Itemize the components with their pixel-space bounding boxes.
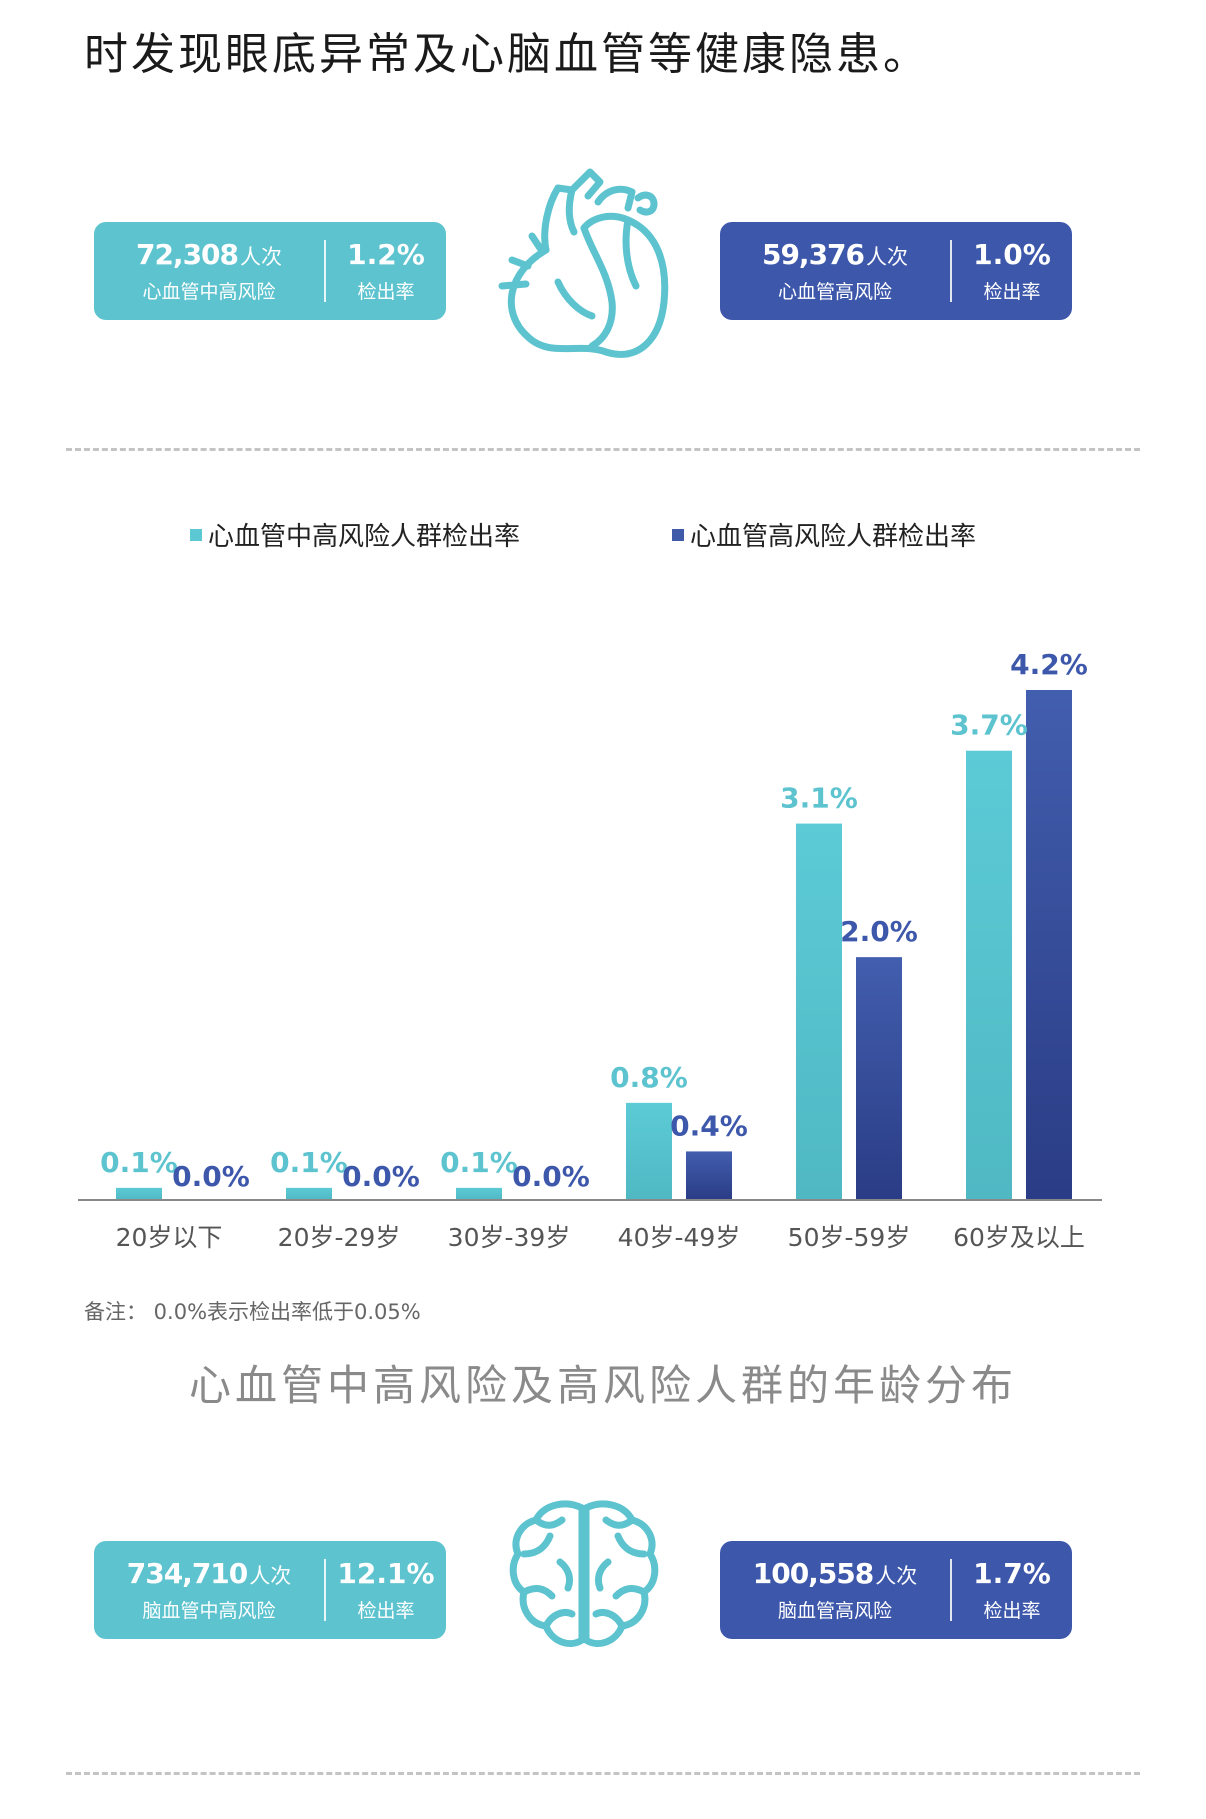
x-tick-label: 50岁-59岁 xyxy=(788,1223,911,1252)
age-distribution-chart: 0.1%0.0%20岁以下0.1%0.0%20岁-29岁0.1%0.0%30岁-… xyxy=(78,648,1102,1252)
heart-icon xyxy=(498,168,669,358)
bar-mid-high-3 xyxy=(626,1102,672,1200)
bar-mid-high-0 xyxy=(116,1187,162,1200)
brain-mid-high-risk-card: 734,710 人次 脑血管中高风险 12.1% 检出率 xyxy=(94,1541,446,1639)
bar-value-label: 0.0% xyxy=(342,1160,420,1193)
bar-high-3 xyxy=(686,1151,732,1200)
stat-label: 心血管高风险 xyxy=(777,281,892,303)
bar-value-label: 0.1% xyxy=(440,1146,518,1179)
stat-divider xyxy=(950,240,952,302)
stat-count: 734,710 xyxy=(126,1557,249,1590)
x-tick-label: 30岁-39岁 xyxy=(448,1223,571,1252)
stat-rate: 12.1% xyxy=(337,1557,435,1590)
stat-label: 脑血管高风险 xyxy=(777,1600,892,1622)
bar-value-label: 2.0% xyxy=(840,915,918,948)
bar-value-label: 4.2% xyxy=(1010,648,1088,681)
chart-title: 心血管中高风险及高风险人群的年龄分布 xyxy=(188,1361,1017,1410)
legend-swatch-teal xyxy=(190,528,202,541)
intro-text: 时发现眼底异常及心脑血管等健康隐患。 xyxy=(84,29,930,80)
stat-unit: 人次 xyxy=(249,1564,292,1588)
bar-high-4 xyxy=(856,957,902,1200)
bar-mid-high-5 xyxy=(966,750,1012,1200)
bar-value-label: 0.1% xyxy=(270,1146,348,1179)
bar-value-label: 0.1% xyxy=(100,1146,178,1179)
heart-mid-high-risk-card: 72,308 人次 心血管中高风险 1.2% 检出率 xyxy=(94,222,446,320)
stat-label: 心血管中高风险 xyxy=(142,281,276,303)
section-divider-top xyxy=(66,448,1140,451)
stat-rate-label: 检出率 xyxy=(357,281,415,303)
stat-rate: 1.2% xyxy=(347,238,425,271)
bar-mid-high-4 xyxy=(796,823,842,1200)
stat-rate: 1.0% xyxy=(973,238,1051,271)
bar-value-label: 0.8% xyxy=(610,1061,688,1094)
chart-note: 备注： 0.0%表示检出率低于0.05% xyxy=(84,1300,421,1324)
bar-mid-high-1 xyxy=(286,1187,332,1200)
heart-high-risk-card: 59,376 人次 心血管高风险 1.0% 检出率 xyxy=(720,222,1072,320)
stat-rate-label: 检出率 xyxy=(357,1600,415,1622)
x-tick-label: 20岁以下 xyxy=(116,1223,223,1252)
stat-rate: 1.7% xyxy=(973,1557,1051,1590)
bar-value-label: 3.1% xyxy=(780,782,858,815)
stat-divider xyxy=(324,240,326,302)
section-divider-bottom xyxy=(66,1772,1140,1775)
legend-item-mid-high: 心血管中高风险人群检出率 xyxy=(190,516,520,553)
legend-label: 心血管高风险人群检出率 xyxy=(690,522,977,552)
brain-high-risk-card: 100,558 人次 脑血管高风险 1.7% 检出率 xyxy=(720,1541,1072,1639)
stat-divider xyxy=(950,1559,952,1621)
bar-high-5 xyxy=(1026,690,1072,1200)
legend-item-high: 心血管高风险人群检出率 xyxy=(672,516,976,553)
bar-value-label: 0.4% xyxy=(670,1109,748,1142)
stat-unit: 人次 xyxy=(875,1564,918,1588)
bar-value-label: 0.0% xyxy=(512,1160,590,1193)
x-tick-label: 40岁-49岁 xyxy=(618,1223,741,1252)
bar-mid-high-2 xyxy=(456,1187,502,1200)
stat-count: 72,308 xyxy=(135,238,239,271)
stat-divider xyxy=(324,1559,326,1621)
bar-value-label: 0.0% xyxy=(172,1160,250,1193)
brain-icon xyxy=(509,1500,659,1647)
stat-unit: 人次 xyxy=(866,245,909,269)
stat-rate-label: 检出率 xyxy=(983,281,1041,303)
stat-count: 59,376 xyxy=(761,238,865,271)
bar-value-label: 3.7% xyxy=(950,709,1028,742)
stat-unit: 人次 xyxy=(240,245,283,269)
stat-rate-label: 检出率 xyxy=(983,1600,1041,1622)
legend-swatch-navy xyxy=(672,528,684,541)
x-tick-label: 20岁-29岁 xyxy=(278,1223,401,1252)
x-tick-label: 60岁及以上 xyxy=(953,1223,1085,1252)
legend-label: 心血管中高风险人群检出率 xyxy=(208,522,521,552)
stat-count: 100,558 xyxy=(752,1557,875,1590)
stat-label: 脑血管中高风险 xyxy=(142,1600,276,1622)
